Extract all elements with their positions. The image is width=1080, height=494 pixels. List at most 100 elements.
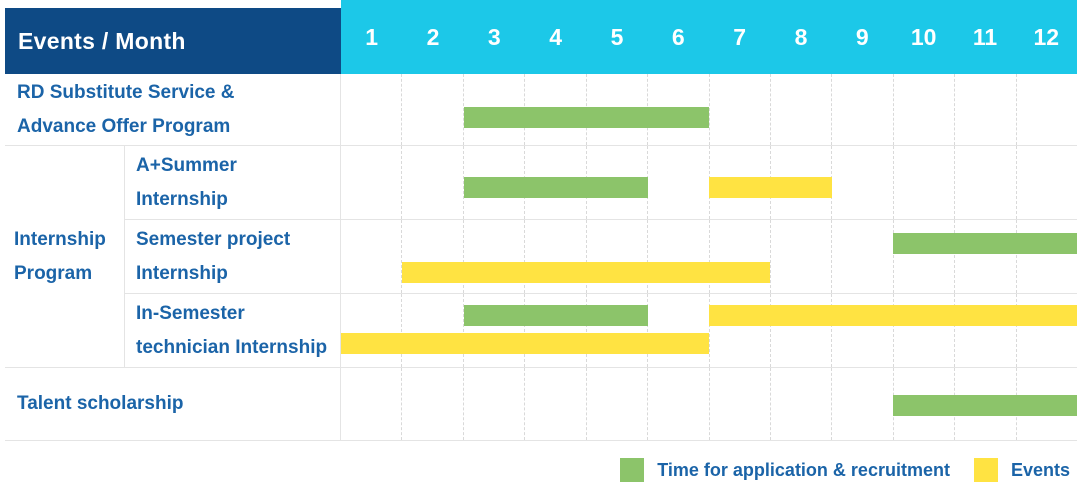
events-bar (402, 262, 771, 283)
month-header-row: 1 2 3 4 5 6 7 8 9 10 11 12 (341, 0, 1077, 74)
table-header: Events / Month 1 2 3 4 5 6 7 8 9 10 11 12 (0, 0, 1080, 74)
month-gridcell (647, 220, 708, 293)
month-gridcell (954, 146, 1015, 219)
internship-program-group: Internship Program A+Summer Internship S… (5, 146, 1077, 368)
month-gridcell (892, 74, 954, 145)
table-row-a-plus-summer: A+Summer Internship (125, 146, 1077, 220)
chart-row-semester-project (341, 220, 1077, 293)
row-label-line: RD Substitute Service & (17, 81, 235, 103)
row-label-line: Internship (136, 188, 228, 210)
recruitment-bar (893, 395, 1077, 416)
corner-header-label: Events / Month (18, 27, 186, 54)
row-label-talent-scholarship: Talent scholarship (5, 368, 341, 440)
recruitment-swatch-icon (620, 458, 645, 482)
month-gridcell (341, 74, 401, 145)
row-label-line: Advance Offer Program (17, 115, 231, 137)
month-header-8: 8 (794, 23, 808, 50)
month-gridcell (401, 74, 462, 145)
month-gridcell (341, 294, 401, 367)
row-label-line: Talent scholarship (17, 393, 184, 414)
row-label-line: Semester project (136, 228, 291, 250)
month-gridcell (647, 294, 708, 367)
month-gridcell (585, 368, 647, 440)
month-header-3: 3 (487, 23, 501, 50)
group-label-internship-program: Internship Program (5, 146, 125, 367)
month-header-6: 6 (671, 23, 685, 50)
month-header-7: 7 (733, 23, 747, 50)
legend-label-recruitment: Time for application & recruitment (657, 459, 950, 480)
month-gridcell (708, 220, 770, 293)
table-body: RD Substitute Service & Advance Offer Pr… (5, 74, 1077, 441)
table-row-in-semester-technician: In-Semester technician Internship (125, 294, 1077, 367)
table-row-rd-substitute: RD Substitute Service & Advance Offer Pr… (5, 74, 1077, 146)
events-bar (709, 305, 1077, 326)
row-label-semester-project: Semester project Internship (125, 220, 341, 293)
month-gridcell (1015, 294, 1077, 367)
month-header-4: 4 (549, 23, 563, 50)
internship-subrows: A+Summer Internship Semester project Int… (125, 146, 1077, 367)
month-gridcell (401, 368, 462, 440)
row-label-in-semester-technician: In-Semester technician Internship (125, 294, 341, 367)
month-gridcell (892, 294, 954, 367)
row-label-line: In-Semester (136, 302, 245, 324)
row-label-a-plus-summer: A+Summer Internship (125, 146, 341, 219)
table-row-talent-scholarship: Talent scholarship (5, 368, 1077, 441)
recruitment-bar (463, 305, 648, 326)
month-gridcell (462, 74, 524, 145)
month-gridcell (341, 146, 401, 219)
month-gridcell (769, 220, 831, 293)
group-label-line: Program (14, 262, 93, 284)
month-gridcell (647, 368, 708, 440)
row-label-line: Internship (136, 262, 228, 284)
recruitment-bar (893, 233, 1077, 254)
month-gridcell (1015, 146, 1077, 219)
month-gridcell (647, 146, 708, 219)
month-gridcell (769, 368, 831, 440)
month-gridcell (831, 368, 892, 440)
legend-label-events: Events (1010, 459, 1070, 480)
row-label-rd-substitute: RD Substitute Service & Advance Offer Pr… (5, 74, 341, 145)
row-label-line: A+Summer (136, 154, 237, 176)
month-gridcell (401, 146, 462, 219)
month-gridcell (462, 220, 524, 293)
month-gridcell (831, 74, 892, 145)
month-gridcell (524, 368, 585, 440)
chart-row-talent-scholarship (341, 368, 1077, 440)
group-label-line: Internship (14, 228, 106, 250)
legend-item-recruitment: Time for application & recruitment (620, 458, 950, 482)
table-row-semester-project: Semester project Internship (125, 220, 1077, 294)
legend-item-events: Events (973, 458, 1070, 482)
month-gridcell (341, 368, 401, 440)
month-gridcell (769, 294, 831, 367)
month-gridcell (708, 294, 770, 367)
month-gridcell (831, 220, 892, 293)
month-gridcell (462, 368, 524, 440)
month-gridcell (831, 294, 892, 367)
month-gridcell (769, 74, 831, 145)
month-gridcell (1015, 220, 1077, 293)
row-label-line: technician Internship (136, 336, 328, 358)
month-gridcell (892, 220, 954, 293)
events-bar (341, 333, 709, 354)
chart-row-rd-substitute (341, 74, 1077, 145)
month-header-12: 12 (1033, 23, 1060, 50)
month-gridcell (954, 294, 1015, 367)
month-gridcell (585, 220, 647, 293)
month-gridcell (524, 220, 585, 293)
month-gridcell (462, 294, 524, 367)
month-header-9: 9 (855, 23, 869, 50)
month-gridcell (341, 220, 401, 293)
month-gridcell (831, 146, 892, 219)
events-bar (709, 177, 832, 198)
corner-header-cell: Events / Month (5, 8, 341, 74)
legend: Time for application & recruitment Event… (620, 458, 1070, 482)
month-header-5: 5 (610, 23, 624, 50)
month-gridcell (524, 294, 585, 367)
month-gridcell (462, 146, 524, 219)
month-header-10: 10 (910, 23, 937, 50)
month-gridcell (708, 368, 770, 440)
month-gridcell (708, 74, 770, 145)
month-gridcell (954, 74, 1015, 145)
chart-row-in-semester-technician (341, 294, 1077, 367)
